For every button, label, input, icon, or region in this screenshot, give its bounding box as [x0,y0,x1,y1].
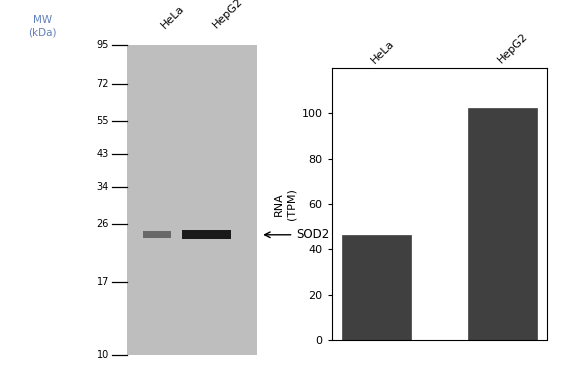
Text: 55: 55 [97,116,109,125]
Text: 72: 72 [97,79,109,88]
Text: HeLa: HeLa [159,3,186,30]
Text: MW
(kDa): MW (kDa) [28,15,56,38]
Text: 10: 10 [97,350,109,360]
Y-axis label: RNA
(TPM): RNA (TPM) [274,188,296,220]
Text: 95: 95 [97,40,109,50]
Bar [182,230,231,239]
Bar [127,45,257,355]
Bar [468,108,537,340]
Text: 26: 26 [97,219,109,229]
Bar [342,235,411,340]
Text: SOD2: SOD2 [297,228,330,241]
Text: 43: 43 [97,149,109,160]
Text: 34: 34 [97,182,109,192]
Text: 17: 17 [97,277,109,287]
Bar [143,231,171,238]
Text: HepG2: HepG2 [211,0,245,30]
